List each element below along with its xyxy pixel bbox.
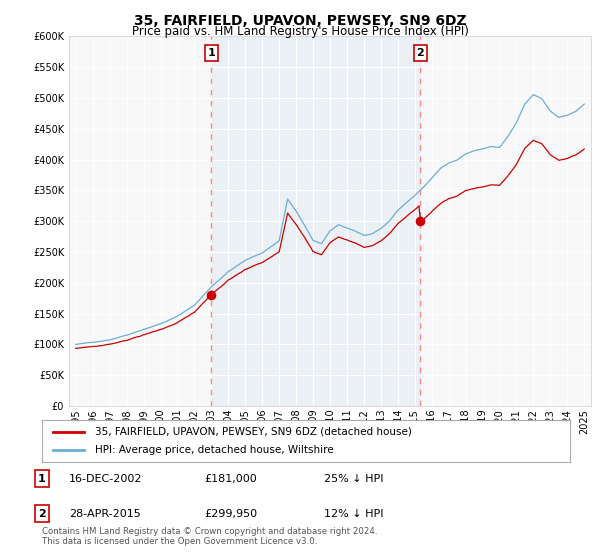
- Text: 25% ↓ HPI: 25% ↓ HPI: [324, 474, 383, 484]
- Bar: [211, 36, 421, 406]
- Text: 16-DEC-2002: 16-DEC-2002: [69, 474, 143, 484]
- Text: 12% ↓ HPI: 12% ↓ HPI: [324, 508, 383, 519]
- Text: 1: 1: [38, 474, 46, 484]
- Text: HPI: Average price, detached house, Wiltshire: HPI: Average price, detached house, Wilt…: [95, 445, 334, 455]
- Text: Contains HM Land Registry data © Crown copyright and database right 2024.
This d: Contains HM Land Registry data © Crown c…: [42, 526, 377, 546]
- Text: £299,950: £299,950: [204, 508, 257, 519]
- Text: Price paid vs. HM Land Registry's House Price Index (HPI): Price paid vs. HM Land Registry's House …: [131, 25, 469, 38]
- Text: £181,000: £181,000: [204, 474, 257, 484]
- Text: 1: 1: [208, 48, 215, 58]
- Point: [206, 290, 216, 299]
- Text: 28-APR-2015: 28-APR-2015: [69, 508, 141, 519]
- Text: 35, FAIRFIELD, UPAVON, PEWSEY, SN9 6DZ: 35, FAIRFIELD, UPAVON, PEWSEY, SN9 6DZ: [134, 14, 466, 28]
- Text: 2: 2: [38, 508, 46, 519]
- Point: [416, 217, 425, 226]
- Text: 2: 2: [416, 48, 424, 58]
- Text: 35, FAIRFIELD, UPAVON, PEWSEY, SN9 6DZ (detached house): 35, FAIRFIELD, UPAVON, PEWSEY, SN9 6DZ (…: [95, 427, 412, 437]
